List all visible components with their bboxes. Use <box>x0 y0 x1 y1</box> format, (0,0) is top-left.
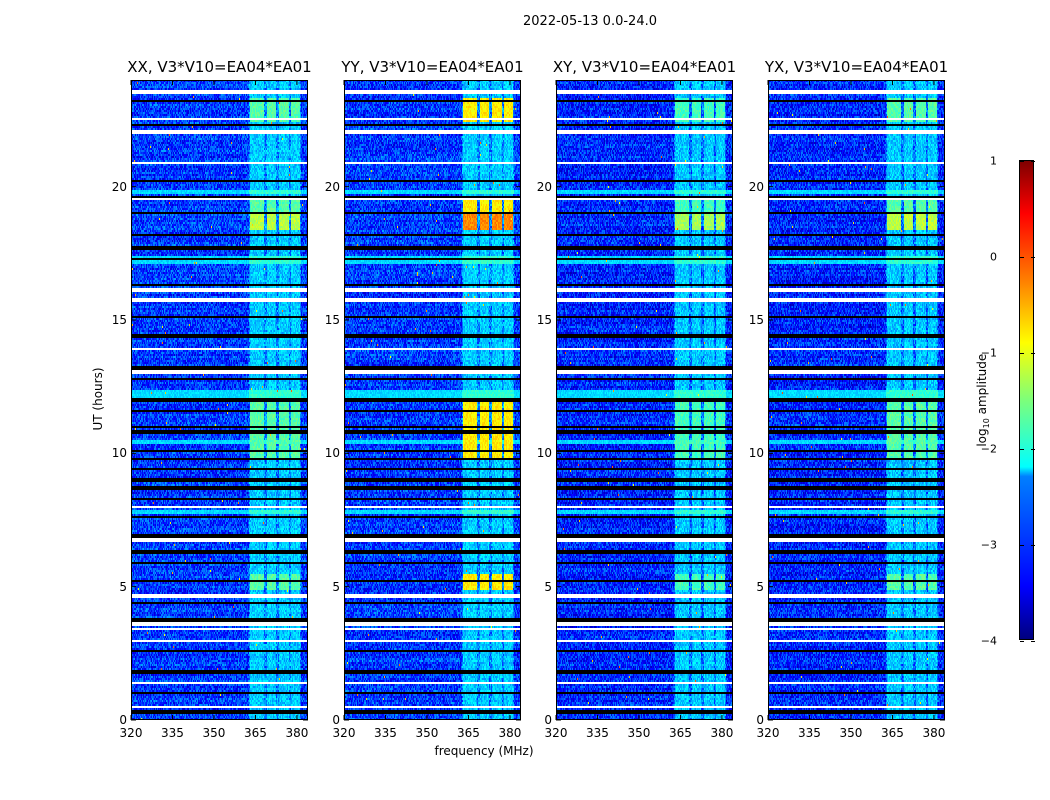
x-tick-label: 380 <box>285 726 309 740</box>
x-tick-label: 320 <box>332 726 356 740</box>
x-tick-label: 365 <box>881 726 904 740</box>
y-tick-label: 15 <box>536 313 552 327</box>
x-tick-label: 350 <box>415 726 439 740</box>
heatmap-image <box>768 80 945 720</box>
x-tick-label: 335 <box>586 726 609 740</box>
figure-title: 2022-05-13 0.0-24.0 <box>523 14 657 29</box>
colorbar-label-sub: 10 <box>982 418 992 429</box>
x-tick-label: 380 <box>922 726 946 740</box>
y-tick-label: 0 <box>119 713 127 727</box>
colorbar-label: log10 amplitude <box>975 345 991 455</box>
panel-title: YX, V3*V10=EA04*EA01 <box>764 58 949 76</box>
x-tick-label: 320 <box>119 726 143 740</box>
colorbar-tick-label: −2 <box>980 442 997 456</box>
y-tick-label: 10 <box>111 446 127 461</box>
colorbar-tick-label: 0 <box>990 250 997 264</box>
x-tick-label: 320 <box>544 726 568 740</box>
colorbar-tick-label: −1 <box>980 346 997 360</box>
x-tick-label: 365 <box>244 726 267 740</box>
y-tick-label: 5 <box>544 579 552 594</box>
y-tick-label: 0 <box>756 713 764 727</box>
y-tick-label: 20 <box>536 179 552 194</box>
x-tick-label: 350 <box>839 726 863 740</box>
axes-frame <box>555 80 733 721</box>
y-tick-label: 15 <box>748 313 764 327</box>
colorbar-label-rest: amplitude <box>974 353 989 419</box>
y-tick-label: 15 <box>324 313 340 327</box>
waterfall-panel: YX, V3*V10=EA04*EA01 0 5 10 15 20 320 335 350 365… <box>749 58 948 740</box>
x-tick-label: 335 <box>798 726 821 740</box>
panel-title: YY, V3*V10=EA04*EA01 <box>341 58 524 76</box>
y-tick-label: 15 <box>111 313 127 327</box>
x-tick-label: 380 <box>498 726 522 740</box>
colorbar-tick-label: 1 <box>990 154 997 168</box>
y-tick-label: 5 <box>332 579 340 594</box>
y-tick-label: 20 <box>324 179 340 194</box>
y-tick-label: 20 <box>111 179 127 194</box>
axes-border <box>131 80 308 720</box>
heatmap-image <box>556 80 733 720</box>
panel-title: XY, V3*V10=EA04*EA01 <box>552 58 737 76</box>
colorbar: 1 0 −1 −2 −3 −4 <box>981 155 1035 648</box>
waterfall-panel: XY, V3*V10=EA04*EA01 0 5 10 15 20 320 335 350 365… <box>537 58 736 740</box>
colorbar-label-main: log <box>974 428 989 447</box>
x-tick-label: 335 <box>374 726 397 740</box>
colorbar-tick-label: −4 <box>980 634 997 648</box>
axes-border <box>344 80 521 720</box>
x-tick-label: 350 <box>202 726 226 740</box>
y-tick-label: 5 <box>756 579 764 594</box>
x-axis-label: frequency (MHz) <box>434 744 534 758</box>
x-tick-label: 380 <box>710 726 734 740</box>
heatmap-image <box>131 80 308 720</box>
y-axis-label: UT (hours) <box>91 367 105 431</box>
waterfall-panel: YY, V3*V10=EA04*EA01 0 5 10 15 20 320 335 350 365… <box>325 58 524 740</box>
y-tick-label: 0 <box>332 713 340 727</box>
axes-border <box>768 80 945 720</box>
x-tick-label: 320 <box>756 726 780 740</box>
y-tick-label: 20 <box>748 179 764 194</box>
y-tick-label: 5 <box>119 579 127 594</box>
panel-title: XX, V3*V10=EA04*EA01 <box>127 58 312 76</box>
axes-border <box>556 80 733 720</box>
x-tick-label: 365 <box>669 726 692 740</box>
colorbar-tick-label: −3 <box>980 538 997 552</box>
y-tick-label: 10 <box>536 446 552 461</box>
x-tick-label: 365 <box>457 726 480 740</box>
waterfall-panel: XX, V3*V10=EA04*EA01 0 5 10 15 20 320 335 350 365… <box>112 58 312 740</box>
x-tick-label: 335 <box>161 726 184 740</box>
x-tick-label: 350 <box>627 726 651 740</box>
axes-frame <box>343 80 521 721</box>
y-tick-label: 10 <box>748 446 764 461</box>
y-tick-label: 10 <box>324 446 340 461</box>
axes-frame <box>130 80 308 721</box>
y-tick-label: 0 <box>544 713 552 727</box>
heatmap-image <box>344 80 521 720</box>
axes-frame <box>767 80 945 721</box>
